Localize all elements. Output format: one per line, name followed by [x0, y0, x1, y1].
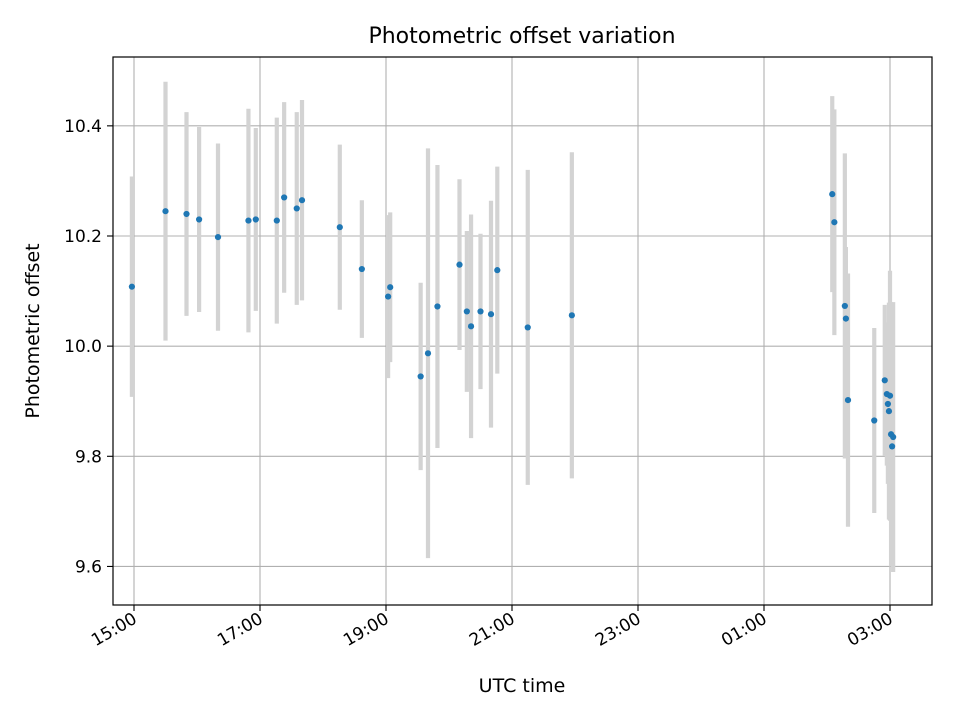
data-point — [385, 293, 392, 300]
plot-frame — [112, 56, 933, 606]
data-point — [162, 208, 169, 215]
grid-layer — [113, 57, 932, 605]
chart-title: Photometric offset variation — [368, 24, 675, 49]
data-point — [456, 261, 463, 268]
point-layer — [128, 191, 897, 450]
data-point — [886, 392, 894, 399]
data-point — [336, 224, 343, 231]
data-point — [463, 308, 470, 315]
data-point — [494, 267, 501, 274]
data-point — [477, 308, 484, 315]
data-point — [273, 217, 280, 224]
y-tick-label: 9.6 — [75, 557, 102, 577]
data-point — [524, 324, 531, 331]
y-tick-label: 9.8 — [75, 447, 102, 467]
data-point — [890, 433, 897, 441]
data-point — [487, 311, 495, 318]
data-point — [884, 400, 892, 408]
data-point — [417, 373, 424, 380]
x-axis-label: UTC time — [479, 675, 566, 697]
data-point — [196, 216, 203, 223]
data-point — [387, 284, 394, 291]
data-point — [829, 191, 836, 198]
data-point — [844, 397, 852, 404]
data-point — [467, 323, 475, 330]
data-point — [424, 350, 432, 357]
data-point — [298, 197, 306, 204]
data-point — [831, 219, 838, 226]
y-tick-label: 10.2 — [64, 227, 102, 247]
data-point — [885, 408, 893, 415]
data-point — [434, 303, 441, 310]
data-point — [128, 283, 135, 290]
data-point — [889, 443, 896, 450]
data-point — [245, 217, 252, 224]
data-point — [183, 210, 190, 218]
data-point — [252, 216, 259, 223]
data-point — [281, 194, 288, 201]
data-point — [293, 205, 300, 212]
y-tick-label: 10.0 — [64, 337, 102, 357]
data-point — [841, 302, 848, 310]
y-tick-label: 10.4 — [64, 117, 102, 137]
y-axis-label: Photometric offset — [22, 243, 44, 418]
data-point — [568, 312, 575, 319]
data-point — [842, 315, 850, 322]
data-point — [358, 265, 365, 273]
data-point — [214, 233, 222, 241]
data-point — [871, 417, 878, 424]
data-point — [881, 377, 888, 384]
